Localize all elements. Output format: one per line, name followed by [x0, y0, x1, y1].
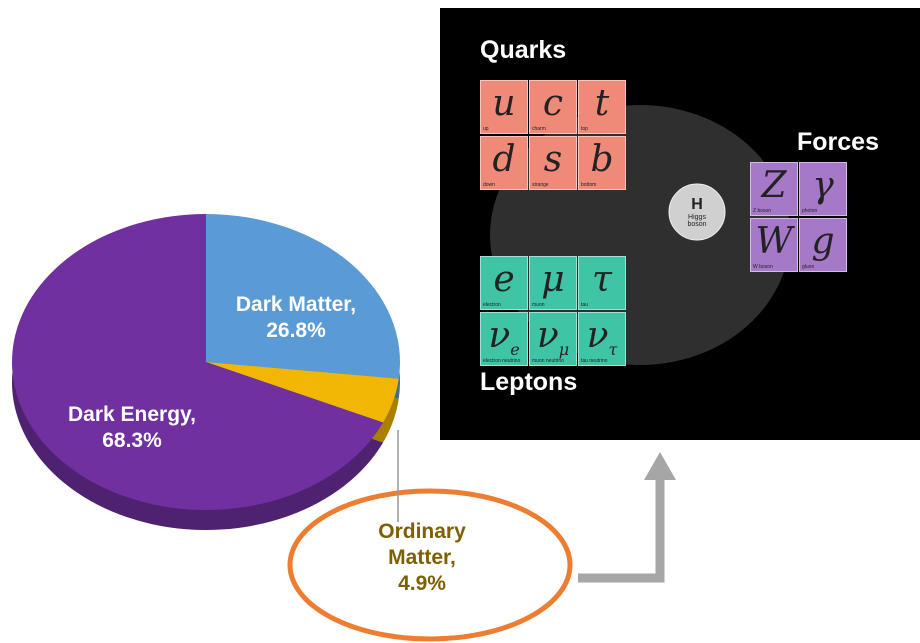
particle-symbol: μ [530, 259, 576, 300]
symbol-sub: e [510, 340, 520, 360]
slice-label: Dark Matter, 26.8% [221, 292, 371, 344]
particle-symbol: u [481, 83, 527, 124]
particle-name: charm [532, 126, 546, 132]
particle: u up [480, 80, 528, 134]
symbol: u [492, 83, 516, 124]
particle-symbol: c [530, 83, 576, 124]
quarks-title: Quarks [480, 36, 567, 64]
particle-symbol: d [481, 139, 527, 180]
higgs-name: Higgs boson [687, 214, 707, 228]
particle: e electron [480, 256, 528, 310]
particle-name: tau [581, 302, 588, 308]
particle: γ photon [799, 162, 847, 216]
symbol: ν [488, 315, 511, 356]
symbol: ν [536, 315, 559, 356]
slice [206, 214, 400, 379]
particle: s strange [529, 136, 577, 190]
particle-symbol: t [579, 83, 625, 124]
symbol: μ [541, 259, 565, 300]
value-label: 68.3% [102, 429, 162, 452]
symbol: g [811, 221, 835, 262]
particle: c charm [529, 80, 577, 134]
arrow-head [644, 452, 676, 480]
particle-symbol: W [751, 221, 797, 262]
particle-symbol: γ [800, 165, 846, 206]
particle-name: strange [532, 182, 549, 188]
particle: μ muon [529, 256, 577, 310]
particle: Z Z boson [750, 162, 798, 216]
value-label: 26.8% [266, 319, 326, 342]
slice [11, 214, 384, 510]
symbol: t [594, 83, 610, 124]
leptons-title: Leptons [480, 368, 578, 396]
particle-symbol: ντ [579, 315, 625, 359]
particle-symbol: s [530, 139, 576, 180]
particle: b bottom [578, 136, 626, 190]
highlight-ellipse [287, 488, 573, 642]
slice-label: Dark Energy, 68.3% [47, 402, 217, 454]
category: Dark Matter, [235, 293, 357, 316]
particle: νe electron neutrino [480, 312, 528, 366]
higgs-label: H Higgs boson [672, 196, 722, 228]
particle-symbol: Z [751, 165, 797, 206]
particle: νμ muon neutrino [529, 312, 577, 366]
forces-title: Forces [797, 128, 879, 156]
symbol-sub: μ [558, 340, 570, 360]
particle-name: photon [802, 208, 818, 214]
particle-name: W boson [753, 264, 773, 270]
particle: g gluon [799, 218, 847, 272]
particle-name: tau neutrino [581, 358, 608, 364]
symbol: d [492, 139, 516, 180]
symbol: τ [592, 259, 612, 300]
particle-name: Z boson [753, 208, 772, 214]
particle: d down [480, 136, 528, 190]
particle-name: muon [532, 302, 545, 308]
particle-symbol: τ [579, 259, 625, 300]
particle-name: electron neutrino [483, 358, 521, 364]
higgs-symbol: H [691, 196, 703, 213]
particle-symbol: νe [481, 315, 527, 359]
particle-symbol: b [579, 139, 625, 180]
particle-name: down [483, 182, 495, 188]
slice [206, 362, 399, 423]
particle-symbol: e [481, 259, 527, 300]
category: Dark Energy, [68, 403, 196, 426]
symbol-sub: τ [608, 340, 618, 360]
category: Ordinary Matter, [378, 520, 466, 569]
symbol: W [755, 221, 793, 262]
slice-label: Ordinary Matter, 4.9% [362, 519, 482, 597]
particle: t top [578, 80, 626, 134]
symbol: Z [761, 165, 787, 206]
symbol: s [543, 139, 563, 180]
arrow [578, 478, 665, 583]
particle-name: gluon [802, 264, 815, 270]
particle-name: top [581, 126, 588, 132]
pie [11, 214, 400, 530]
symbol: b [590, 139, 614, 180]
symbol: ν [586, 315, 609, 356]
symbol: e [493, 259, 515, 300]
particle-name: bottom [581, 182, 597, 188]
symbol: c [542, 83, 564, 124]
particle-symbol: νμ [530, 315, 576, 359]
symbol: γ [812, 165, 834, 206]
value-label: 4.9% [398, 572, 446, 595]
particle: W W boson [750, 218, 798, 272]
particle: τ tau [578, 256, 626, 310]
higgs-boson [668, 183, 726, 241]
particle-symbol: g [800, 221, 846, 262]
particle-name: up [483, 126, 489, 132]
particle-name: electron [483, 302, 501, 308]
particle-name: muon neutrino [532, 358, 564, 364]
particle: ντ tau neutrino [578, 312, 626, 366]
